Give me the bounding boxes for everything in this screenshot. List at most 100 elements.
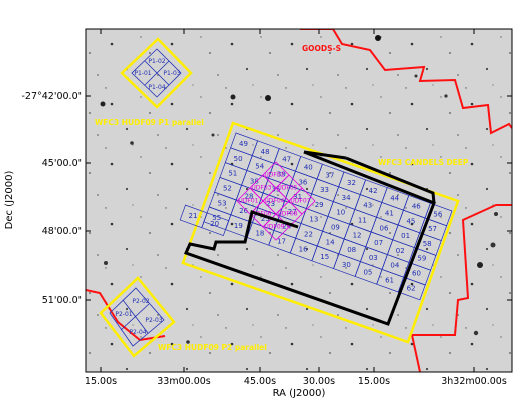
udf-tile-label: UDF07 [290,198,310,205]
hudf-p2-label: WFC3 HUDF09 P2 parallel [158,343,267,352]
candels-tile-label: 35 [272,185,281,193]
udf-tile-label: UDF05 [277,185,297,192]
candels-tile-label: 47 [282,156,291,164]
candels-deep-label: WFC3 CANDELS DEEP [378,158,469,167]
y-tick-label: -27°42'00.0" [22,91,83,102]
udf-tile-label: UDF09 [264,224,284,231]
candels-mosaic: 49 48 47 40 37 32 42 44 46 56 50 54 39 36 33 34 43 41 45 57… [179,121,460,344]
candels-tile-label: 31 [293,193,302,201]
candels-tile-label: 50 [234,155,243,163]
udf-tile-label: UDF01 [238,198,258,205]
goods-s-outline [300,29,512,135]
candels-tile-label: 03 [369,254,378,262]
candels-tile-label: 61 [385,276,394,284]
candels-tile-label: 60 [412,269,421,277]
candels-tile-label: 57 [428,225,437,233]
x-tick-label: 15.00s [85,376,117,387]
candels-tile-label: 24 [282,223,291,231]
candels-tile-label: 28 [245,192,254,200]
candels-tile-label: 15 [320,253,329,261]
hudf-p1-label: WFC3 HUDF09 P1 parallel [95,118,204,127]
x-tick-label: 33m00.00s [157,376,211,387]
candels-tile-label: 39 [277,170,286,178]
candels-tile-label: 02 [396,247,405,255]
p1-parallel-field: P1-02 P1-01 P1-03 P1-04 [120,37,193,109]
x-axis: 15.00s 33m00.00s 45.00s 30.00s 15.00s 3h32m00… [85,29,507,387]
candels-tile-label: 01 [401,232,410,240]
candels-tile-label: 51 [228,170,237,178]
p2-tile-label: P2-02 [132,298,149,305]
candels-tile-label: 04 [390,262,399,270]
candels-tile-label: 08 [347,246,356,254]
candels-tile-label: 29 [315,201,324,209]
x-axis-label: RA (J2000) [273,388,326,399]
candels-tile-label: 45 [406,217,415,225]
candels-tile-label: 18 [255,230,264,238]
candels-tile-label: 16 [299,245,308,253]
candels-tile-label: 19 [234,222,243,230]
goods-s-outline-lower [410,204,512,372]
goods-s-outline-left [86,289,166,342]
candels-tile-label: 20 [210,220,219,228]
candels-tile-label: 40 [304,163,313,171]
candels-tile-label: 52 [223,184,232,192]
p2-tile-label: P2-04 [129,329,146,336]
candels-tile-label: 49 [239,140,248,148]
candels-tile-label: 56 [433,210,442,218]
candels-tile-label: 58 [423,240,432,248]
y-tick-label: 48'00.0" [42,226,82,237]
p2-tile-label: P2-01 [115,311,132,318]
x-tick-label: 45.00s [244,376,276,387]
candels-tile-label: 17 [277,237,286,245]
p1-tile-label: P1-04 [148,84,165,91]
candels-tile-label: 32 [347,179,356,187]
candels-tile-label: 10 [336,209,345,217]
candels-wide-outline [181,121,460,344]
candels-tile-label: 09 [331,223,340,231]
candels-deep-outline [183,150,436,326]
udf-tile-label: UDF03 [251,185,271,192]
candels-tile-label: 37 [325,171,334,179]
candels-tile-label: 25 [261,215,270,223]
candels-tile-label: 48 [261,148,270,156]
x-tick-label: 30.00s [303,376,335,387]
candels-tile-grid: 49 48 47 40 37 32 42 44 46 56 50 54 39 36 33 34 43 41 45 57… [179,132,453,301]
sky-image [86,29,512,372]
candels-tile-label: 42 [369,187,378,195]
y-tick-label: 51'00.0" [42,295,82,306]
candels-tile-label: 46 [412,202,421,210]
candels-tile-label: 22 [304,230,313,238]
x-tick-label: 15.00s [358,376,390,387]
candels-tile-label: 26 [239,207,248,215]
udf-tile-label: UDF02 [264,172,284,179]
candels-tile-label: 30 [342,261,351,269]
y-tick-label: 45'00.0" [42,158,82,169]
candels-tile-label: 21 [189,212,198,220]
candels-tile-label: 27 [288,208,297,216]
candels-tile-label: 13 [309,216,318,224]
candels-tile-label: 53 [218,199,227,207]
udf-tile-label: UDF08 [277,211,297,218]
candels-tile-label: 33 [320,186,329,194]
candels-tile-label: 44 [390,195,399,203]
p2-parallel-field: P2-02 P2-01 P2-03 P2-04 [99,276,176,358]
candels-tile [397,276,426,301]
y-axis-label: Dec (J2000) [4,171,15,230]
candels-tile-label: 07 [374,239,383,247]
candels-tile-label: 36 [298,178,307,186]
candels-tile-label: 41 [385,209,394,217]
plot-frame [85,28,513,373]
candels-tile-label: 55 [212,214,221,222]
p1-tile-label: P1-03 [163,70,180,77]
candels-tile-label: 12 [353,231,362,239]
candels-tile-label: 62 [407,284,416,292]
udf-tile-label: UDF04 [264,198,284,205]
candels-tile-label: 34 [342,194,351,202]
y-axis: -27°42'00.0" 45'00.0" 48'00.0" 51'00.0" [22,91,512,306]
p2-tile-label: P2-03 [145,317,162,324]
candels-tile-label: 23 [266,200,275,208]
goods-s-label: GOODS-S [302,44,341,53]
candels-tile-label: 38 [250,177,259,185]
candels-tile-label: 06 [380,224,389,232]
